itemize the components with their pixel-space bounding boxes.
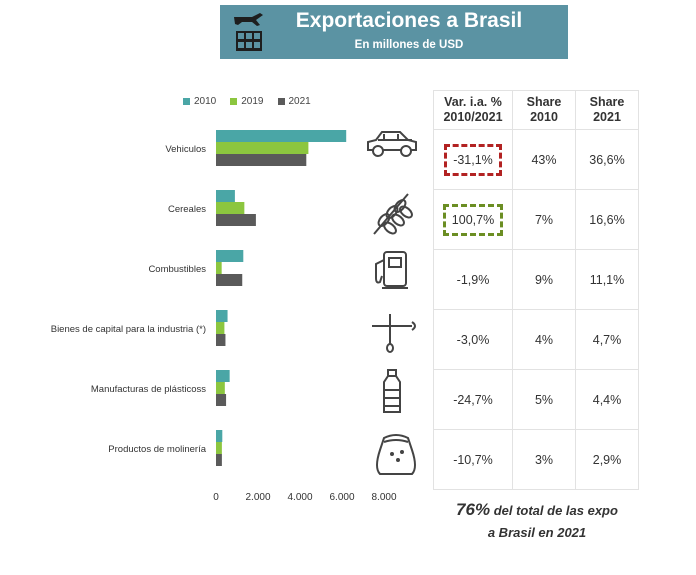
footer-text-1: del total de las expo <box>493 503 618 518</box>
table-row: 100,7% 7% 16,6% <box>433 189 639 250</box>
var-value: -10,7% <box>433 429 513 490</box>
bar-2021-4 <box>216 394 227 406</box>
header-share-2010: Share 2010 <box>512 90 576 130</box>
highlight-box: -31,1% <box>444 143 502 176</box>
stats-table: Var. i.a. % 2010/2021 Share 2010 Share 2021… <box>433 90 639 490</box>
legend-label-2021: 2021 <box>288 96 311 107</box>
share-2010-value: 5% <box>512 369 576 430</box>
share-2010-value: 3% <box>512 429 576 490</box>
legend-item-2019: 2019 <box>230 96 264 107</box>
wheat-icon <box>373 193 413 235</box>
table-row: -3,0% 4% 4,7% <box>433 309 639 370</box>
bar-2021-0 <box>216 154 307 166</box>
bar-2010-2 <box>216 250 244 262</box>
bar-2019-4 <box>216 382 225 394</box>
var-value: -3,0% <box>433 309 513 370</box>
bar-2019-3 <box>216 322 225 334</box>
bar-2019-1 <box>216 202 245 214</box>
bar-2010-0 <box>216 130 347 142</box>
share-2021-value: 4,7% <box>575 309 639 370</box>
legend-swatch-2021 <box>277 98 285 105</box>
bar-2010-1 <box>216 190 235 202</box>
legend-swatch-2010 <box>183 98 190 105</box>
share-2021-value: 2,9% <box>575 429 639 490</box>
share-2010-value: 43% <box>512 129 576 190</box>
var-value: -31,1% <box>453 152 493 167</box>
share-2021-value: 4,4% <box>575 369 639 430</box>
category-label: Cereales <box>168 204 206 215</box>
legend: 2010 2019 2021 <box>183 96 311 107</box>
footer-text-2: a Brasil en 2021 <box>487 525 587 540</box>
category-label: Vehiculos <box>165 144 206 155</box>
car-icon <box>367 131 417 157</box>
table-row: -24,7% 5% 4,4% <box>433 369 639 430</box>
chart-subtitle: En millones de USD <box>354 39 464 51</box>
highlight-box: 100,7% <box>442 203 504 236</box>
header-var: Var. i.a. % 2010/2021 <box>433 90 513 130</box>
bar-2010-4 <box>216 370 230 382</box>
table-row: -1,9% 9% 11,1% <box>433 249 639 310</box>
share-2021-value: 16,6% <box>575 189 639 250</box>
legend-swatch-2019 <box>230 98 238 105</box>
fuel-pump-icon <box>375 251 408 289</box>
share-2010-value: 9% <box>512 249 576 310</box>
legend-item-2010: 2010 <box>183 96 216 107</box>
bar-2021-3 <box>216 334 226 346</box>
bar-2019-5 <box>216 442 222 454</box>
category-label: Manufacturas de plásticoss <box>91 384 206 395</box>
var-value: -1,9% <box>433 249 513 310</box>
chart-title: Exportaciones a Brasil <box>295 9 523 32</box>
share-2010-value: 7% <box>512 189 576 250</box>
x-tick-label: 2.000 <box>245 492 270 503</box>
bar-2019-0 <box>216 142 309 154</box>
share-2021-value: 11,1% <box>575 249 639 310</box>
table-row: -10,7% 3% 2,9% <box>433 429 639 490</box>
x-tick-label: 0 <box>213 492 219 503</box>
legend-label-2010: 2010 <box>194 96 217 107</box>
header-share-2021: Share 2021 <box>575 90 639 130</box>
share-2021-value: 36,6% <box>575 129 639 190</box>
bottle-icon <box>383 369 401 413</box>
bar-2021-5 <box>216 454 222 466</box>
footer-percent: 76% <box>456 500 491 519</box>
share-2010-value: 4% <box>512 309 576 370</box>
table-row: -31,1% 43% 36,6% <box>433 129 639 190</box>
bar-2010-5 <box>216 430 223 442</box>
export-logo-icon <box>234 13 263 51</box>
flour-sack-icon <box>376 434 416 475</box>
x-tick-label: 8.000 <box>371 492 396 503</box>
tools-icon <box>372 314 416 353</box>
bar-2019-2 <box>216 262 222 274</box>
x-tick-label: 4.000 <box>287 492 312 503</box>
legend-label-2019: 2019 <box>241 96 264 107</box>
title-banner: Exportaciones a Brasil En millones de US… <box>220 5 568 59</box>
legend-item-2021: 2021 <box>277 96 311 107</box>
var-value: 100,7% <box>451 212 495 227</box>
category-label: Combustibles <box>148 264 206 275</box>
table-header-row: Var. i.a. % 2010/2021 Share 2010 Share 2021 <box>433 90 639 130</box>
x-tick-label: 6.000 <box>329 492 354 503</box>
footer-note: 76% del total de las expo a Brasil en 20… <box>437 499 637 544</box>
bar-2021-1 <box>216 214 256 226</box>
category-label: Bienes de capital para la industria (*) <box>51 324 206 335</box>
var-value: -24,7% <box>433 369 513 430</box>
bar-2010-3 <box>216 310 228 322</box>
bar-2021-2 <box>216 274 243 286</box>
category-label: Productos de molinería <box>108 444 206 455</box>
